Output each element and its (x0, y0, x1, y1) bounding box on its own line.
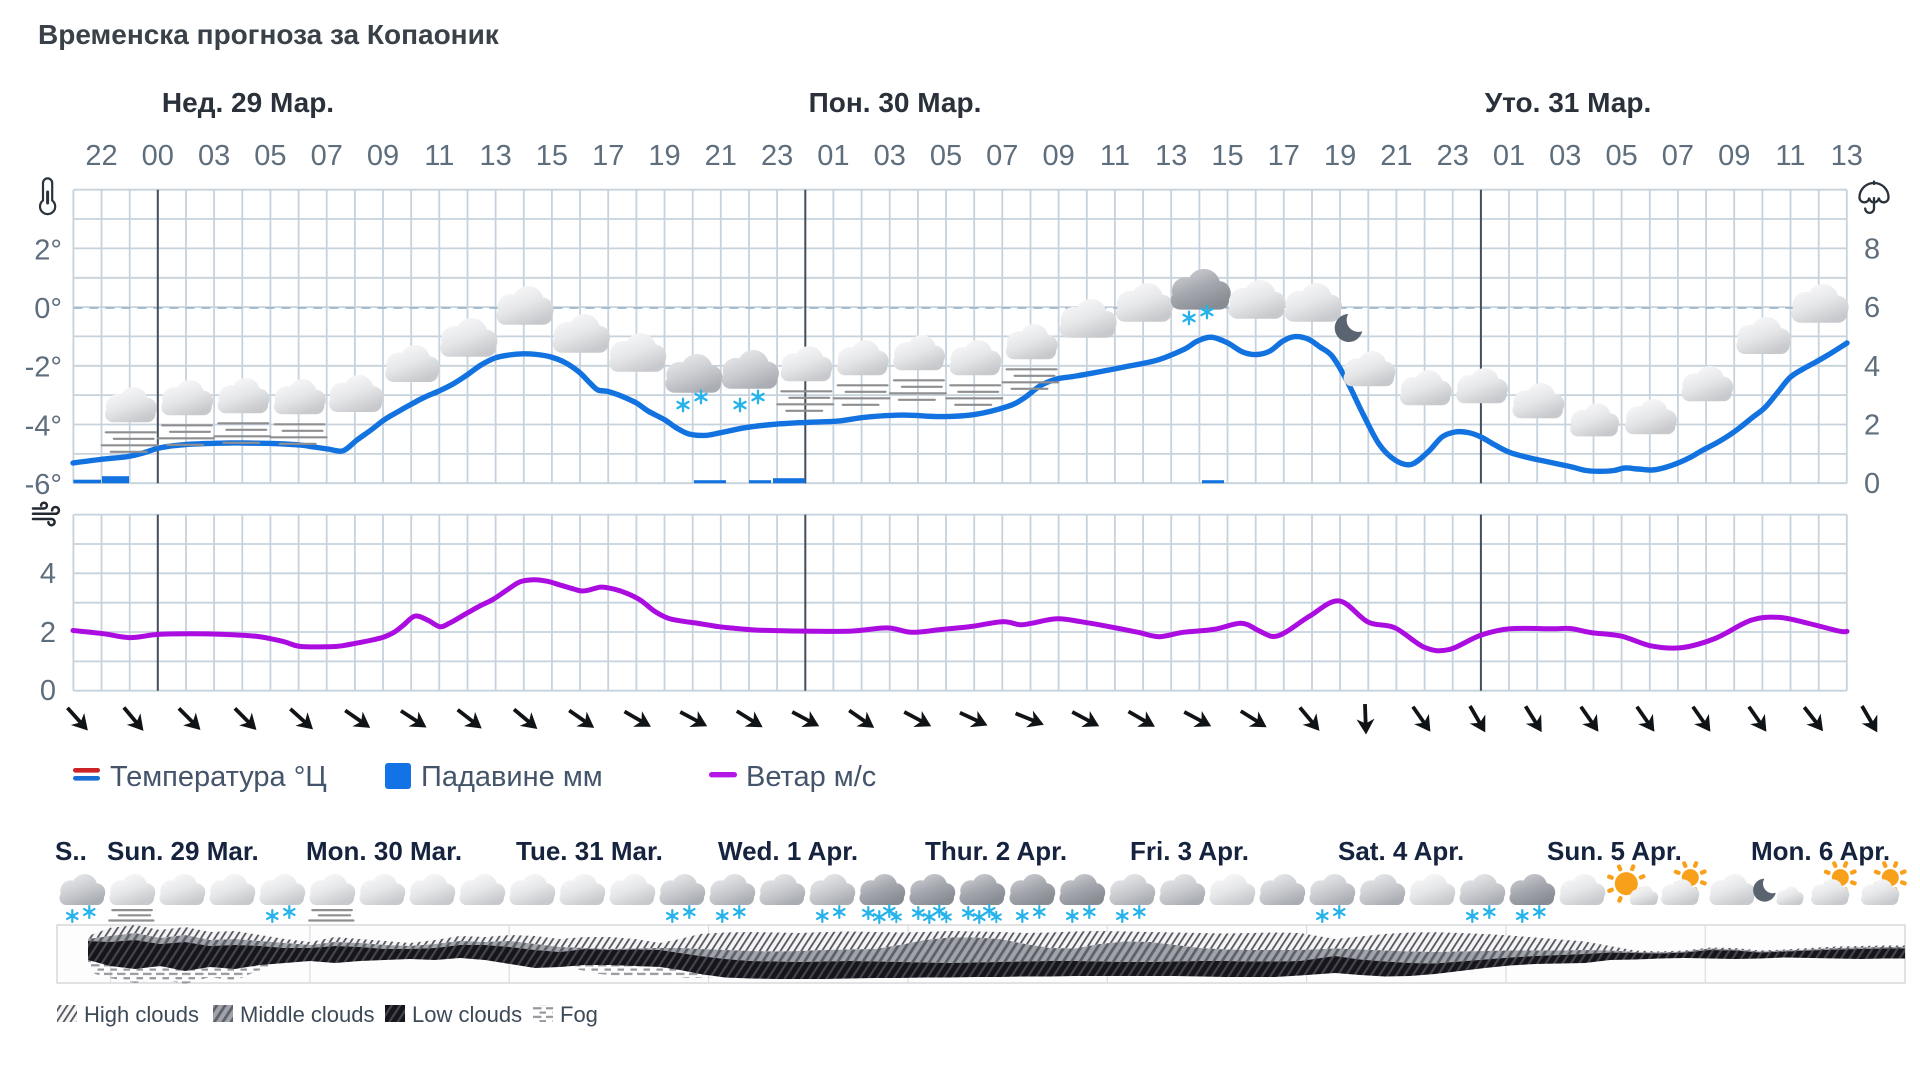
svg-text:Fri. 3 Apr.: Fri. 3 Apr. (1130, 836, 1249, 866)
svg-text:01: 01 (817, 140, 849, 172)
svg-text:11: 11 (1100, 140, 1130, 172)
svg-text:Пон. 30 Мар.: Пон. 30 Мар. (809, 87, 982, 118)
svg-text:05: 05 (1605, 140, 1637, 172)
svg-text:Sun. 5 Apr.: Sun. 5 Apr. (1547, 836, 1682, 866)
svg-text:Sat. 4 Apr.: Sat. 4 Apr. (1338, 836, 1464, 866)
svg-text:4: 4 (40, 558, 56, 590)
svg-text:Ветар м/с: Ветар м/с (746, 761, 876, 793)
svg-text:00: 00 (142, 140, 174, 172)
svg-text:09: 09 (367, 140, 399, 172)
svg-text:19: 19 (1324, 140, 1356, 172)
svg-text:07: 07 (1662, 140, 1694, 172)
svg-text:S..: S.. (55, 836, 87, 866)
svg-text:0: 0 (40, 675, 56, 707)
svg-text:Thur. 2 Apr.: Thur. 2 Apr. (925, 836, 1067, 866)
svg-text:11: 11 (1775, 140, 1805, 172)
svg-text:11: 11 (424, 140, 454, 172)
svg-text:-2°: -2° (25, 352, 62, 384)
svg-text:05: 05 (254, 140, 286, 172)
svg-text:07: 07 (311, 140, 343, 172)
svg-text:21: 21 (1380, 140, 1412, 172)
svg-text:03: 03 (874, 140, 906, 172)
svg-text:23: 23 (761, 140, 793, 172)
svg-text:09: 09 (1042, 140, 1074, 172)
svg-text:05: 05 (930, 140, 962, 172)
svg-text:High clouds: High clouds (84, 1002, 199, 1027)
svg-text:6: 6 (1864, 292, 1880, 324)
svg-text:Tue. 31 Mar.: Tue. 31 Mar. (516, 836, 663, 866)
svg-text:Low clouds: Low clouds (412, 1002, 522, 1027)
svg-text:Нед. 29 Мар.: Нед. 29 Мар. (162, 87, 334, 118)
svg-text:Fog: Fog (560, 1002, 598, 1027)
svg-text:Падавине мм: Падавине мм (421, 761, 603, 793)
svg-text:-4°: -4° (25, 410, 62, 442)
svg-text:2: 2 (1864, 410, 1880, 442)
svg-text:8: 8 (1864, 233, 1880, 265)
svg-text:0: 0 (1864, 468, 1880, 500)
svg-text:-6°: -6° (25, 469, 62, 501)
svg-text:13: 13 (1155, 140, 1187, 172)
svg-text:Mon. 30 Mar.: Mon. 30 Mar. (306, 836, 462, 866)
svg-text:15: 15 (1211, 140, 1243, 172)
svg-text:4: 4 (1864, 351, 1880, 383)
svg-text:17: 17 (1268, 140, 1300, 172)
svg-text:2°: 2° (34, 234, 62, 266)
svg-text:Временска прогноза за Копаоник: Временска прогноза за Копаоник (38, 19, 500, 50)
svg-text:19: 19 (648, 140, 680, 172)
svg-text:23: 23 (1437, 140, 1469, 172)
svg-text:Уто. 31 Мар.: Уто. 31 Мар. (1485, 87, 1651, 118)
svg-text:07: 07 (986, 140, 1018, 172)
svg-text:0°: 0° (34, 293, 62, 325)
svg-text:Mon. 6 Apr.: Mon. 6 Apr. (1751, 836, 1890, 866)
svg-text:Wed. 1 Apr.: Wed. 1 Apr. (718, 836, 858, 866)
svg-text:01: 01 (1493, 140, 1525, 172)
svg-text:2: 2 (40, 617, 56, 649)
svg-text:09: 09 (1718, 140, 1750, 172)
svg-text:03: 03 (198, 140, 230, 172)
svg-text:13: 13 (479, 140, 511, 172)
svg-text:15: 15 (536, 140, 568, 172)
svg-text:13: 13 (1831, 140, 1863, 172)
svg-text:Температура °Ц: Температура °Ц (110, 761, 327, 793)
svg-text:21: 21 (705, 140, 737, 172)
svg-text:Middle clouds: Middle clouds (240, 1002, 375, 1027)
svg-text:22: 22 (85, 140, 117, 172)
svg-text:Sun. 29 Mar.: Sun. 29 Mar. (107, 836, 259, 866)
svg-text:03: 03 (1549, 140, 1581, 172)
svg-text:17: 17 (592, 140, 624, 172)
